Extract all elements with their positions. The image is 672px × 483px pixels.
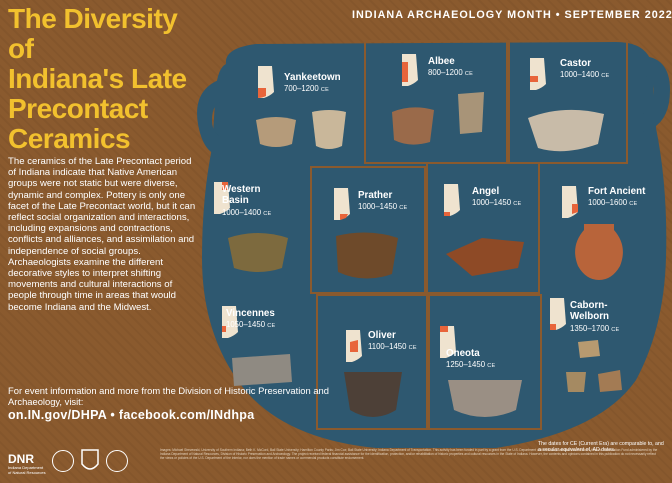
national-park-service-logo	[81, 449, 99, 470]
pottery-sherd-image	[446, 238, 524, 276]
culture-name: Angel	[472, 186, 500, 197]
indiana-map-icon	[222, 306, 238, 338]
culture-dates: 1000–1450 CE	[358, 202, 408, 211]
culture-name: Western Basin	[222, 184, 261, 206]
culture-cell-fort-ancient: Fort Ancient 1000–1600 CE	[540, 162, 666, 286]
pottery-sherd-image	[566, 372, 586, 392]
pottery-sherd-image	[528, 109, 604, 152]
pottery-vessel-image	[448, 380, 522, 417]
culture-dates: 700–1200 CE	[284, 84, 330, 93]
indiana-map-icon	[334, 188, 350, 220]
pottery-sherd-image	[598, 370, 622, 392]
culture-dates: 1000–1600 CE	[588, 198, 638, 207]
page-title: The Diversity of Indiana's Late Preconta…	[8, 3, 187, 154]
partner-seal-logo	[52, 450, 74, 472]
culture-cell-oneota: Oneota 1250–1450 CE	[428, 294, 542, 430]
culture-cell-albee: Albee 800–1200 CE	[364, 40, 508, 164]
indiana-map-icon	[562, 186, 578, 218]
culture-name: Oneota	[446, 348, 480, 359]
culture-cell-oliver: Oliver 1100–1450 CE	[316, 294, 428, 430]
indiana-map-icon	[530, 58, 546, 90]
dnr-logo-subtitle: Indiana Department of Natural Resources	[8, 465, 46, 475]
culture-dates: 1000–1450 CE	[472, 198, 522, 207]
culture-dates: 1000–1400 CE	[560, 70, 610, 79]
indiana-map-icon	[440, 326, 456, 358]
culture-name: Fort Ancient	[588, 186, 646, 197]
pottery-sherd-image	[578, 340, 600, 358]
culture-name: Oliver	[368, 330, 396, 341]
culture-cell-prather: Prather 1000–1450 CE	[310, 166, 426, 294]
culture-cell-vincennes: Vincennes 1050–1450 CE	[216, 292, 316, 414]
event-banner: INDIANA ARCHAEOLOGY MONTH • SEPTEMBER 20…	[352, 9, 672, 21]
pottery-sherd-image	[458, 92, 484, 134]
pot-right-handle	[636, 55, 670, 132]
pottery-vessel-image	[575, 224, 623, 280]
ce-dates-note: The dates for CE (Current Era) are compa…	[538, 441, 664, 454]
pot-left-handle	[197, 78, 226, 157]
culture-cell-angel: Angel 1000–1450 CE	[426, 162, 540, 294]
culture-name: Caborn- Welborn	[570, 300, 610, 322]
culture-dates: 1000–1400 CE	[222, 208, 272, 217]
culture-dates: 1100–1450 CE	[368, 342, 417, 351]
event-links[interactable]: on.IN.gov/DHPA • facebook.com/INdhpa	[8, 408, 255, 422]
culture-name: Prather	[358, 190, 393, 201]
culture-name: Albee	[428, 56, 455, 67]
culture-dates: 1350–1700 CE	[570, 324, 620, 333]
indiana-map-icon	[258, 66, 274, 98]
culture-cell-castor: Castor 1000–1400 CE	[508, 40, 628, 164]
pottery-sherd-image	[228, 233, 288, 272]
funding-fine-print: Images: Michael Strezewski, University o…	[160, 448, 658, 460]
pottery-sherd-image	[232, 354, 292, 386]
indiana-map-icon	[402, 54, 418, 86]
intro-paragraph: The ceramics of the Late Precontact peri…	[8, 156, 196, 313]
culture-cell-yankeetown: Yankeetown 700–1200 CE	[246, 42, 364, 160]
culture-dates: 800–1200 CE	[428, 68, 474, 77]
culture-cell-western-basin: Western Basin 1000–1400 CE	[206, 168, 310, 290]
culture-name: Yankeetown	[284, 72, 341, 83]
culture-name: Vincennes	[226, 308, 275, 319]
pottery-sherd-image	[256, 117, 296, 147]
pottery-vessel-image	[344, 372, 402, 417]
indiana-map-icon	[550, 298, 566, 330]
culture-name: Castor	[560, 58, 592, 69]
dnr-logo: DNR	[8, 452, 34, 466]
pottery-sherd-image	[312, 110, 346, 149]
indiana-map-icon	[346, 330, 362, 362]
pottery-sherd-image	[392, 107, 434, 145]
state-seal-logo	[106, 450, 128, 472]
culture-dates: 1250–1450 CE	[446, 360, 496, 369]
culture-dates: 1050–1450 CE	[226, 320, 276, 329]
indiana-map-icon	[444, 184, 460, 216]
culture-cell-caborn-welborn: Caborn- Welborn 1350–1700 CE	[542, 284, 654, 418]
event-info-text: For event information and more from the …	[8, 385, 329, 408]
pottery-sherd-image	[336, 232, 398, 279]
indiana-map-icon	[214, 182, 230, 214]
